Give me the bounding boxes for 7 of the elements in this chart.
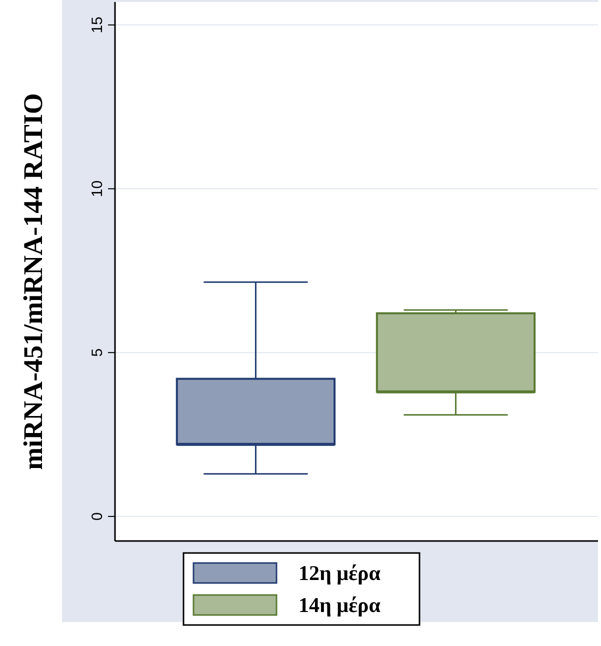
y-tick-label: 0	[89, 512, 106, 521]
y-tick-label: 5	[89, 348, 106, 357]
legend-label: 12η μέρα	[298, 561, 381, 585]
y-tick-label: 10	[89, 180, 106, 198]
y-axis-title: miRNA-451/miRNA-144 RATIO	[18, 93, 48, 470]
legend-label: 14η μέρα	[298, 593, 381, 617]
y-tick-label: 15	[89, 16, 106, 34]
